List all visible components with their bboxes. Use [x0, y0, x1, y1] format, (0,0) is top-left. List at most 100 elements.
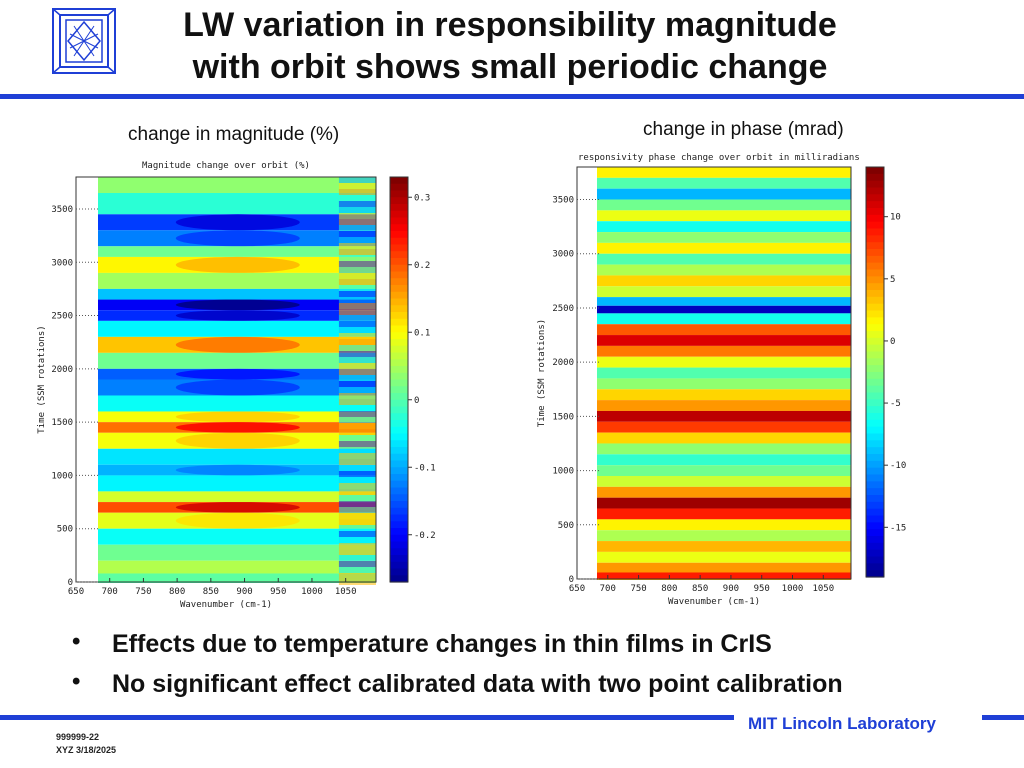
- heatmap-band: [597, 275, 851, 287]
- colorbar-segment: [390, 426, 408, 435]
- colorbar-segment: [390, 399, 408, 408]
- heatmap-band: [597, 400, 851, 411]
- heatmap-noise: [338, 543, 376, 549]
- colorbar-segment: [866, 419, 884, 428]
- y-tick-label: 3000: [51, 258, 73, 268]
- colorbar-segment: [866, 310, 884, 318]
- colorbar-frame: [865, 166, 885, 578]
- heatmap-noise: [338, 411, 376, 417]
- colorbar-tick-label: -0.1: [414, 463, 436, 473]
- heatmap-noise: [338, 429, 376, 435]
- x-tick-label: 750: [630, 584, 646, 594]
- colorbar-segment: [866, 365, 884, 373]
- colorbar-segment: [390, 231, 408, 239]
- heatmap-noise: [338, 351, 376, 357]
- colorbar-tick-label: 10: [890, 213, 901, 223]
- bullet-dot-icon: •: [72, 668, 81, 695]
- heatmap-band: [597, 264, 851, 276]
- heatmap-blob: [175, 368, 300, 380]
- colorbar-segment: [866, 324, 884, 332]
- colorbar-segment: [390, 561, 408, 570]
- heatmap-noise: [338, 303, 376, 309]
- heatmap-noise: [338, 267, 376, 273]
- colorbar-segment: [390, 285, 408, 293]
- x-tick-label: 650: [68, 587, 84, 597]
- colorbar-segment: [390, 528, 408, 536]
- colorbar-segment: [390, 568, 408, 576]
- colorbar-segment: [866, 344, 884, 353]
- colorbar-tick-label: 5: [890, 275, 895, 285]
- colorbar-segment: [866, 488, 884, 496]
- colorbar-segment: [866, 474, 884, 482]
- colorbar-segment: [866, 331, 884, 339]
- x-axis-label: Wavenumber (cm-1): [180, 600, 272, 610]
- heatmap-noise: [338, 471, 376, 477]
- heatmap-noise: [338, 525, 376, 531]
- colorbar-segment: [390, 460, 408, 468]
- colorbar-tick-label: 0: [414, 396, 419, 406]
- heatmap-noise: [338, 447, 376, 453]
- colorbar-segment: [390, 541, 408, 549]
- heatmap-noise: [338, 273, 376, 279]
- colorbar-segment: [390, 190, 408, 198]
- heatmap-blob: [175, 464, 300, 476]
- colorbar-segment: [390, 183, 408, 192]
- heatmap-blob: [175, 422, 300, 433]
- colorbar-segment: [866, 358, 884, 366]
- heatmap-band: [98, 192, 376, 215]
- heatmap-noise: [338, 453, 376, 459]
- heatmap-noise: [338, 291, 376, 297]
- heatmap-band: [597, 199, 851, 211]
- heatmap-band: [597, 313, 851, 325]
- heatmap-band: [597, 486, 851, 498]
- heatmap-noise: [338, 549, 376, 555]
- heatmap-noise: [338, 459, 376, 465]
- colorbar-segment: [866, 173, 884, 182]
- heatmap-noise: [338, 363, 376, 369]
- colorbar-segment: [866, 180, 884, 189]
- x-axis-label: Wavenumber (cm-1): [668, 597, 760, 607]
- heatmap-noise: [338, 243, 376, 249]
- colorbar-segment: [390, 298, 408, 306]
- x-tick-label: 650: [569, 584, 585, 594]
- colorbar-segment: [866, 249, 884, 257]
- y-tick-label: 2000: [552, 358, 574, 368]
- colorbar-segment: [866, 515, 884, 523]
- left-chart-title: Magnitude change over orbit (%): [142, 161, 310, 171]
- heatmap-blob: [175, 432, 300, 449]
- heatmap-band: [597, 421, 851, 433]
- colorbar-segment: [390, 379, 408, 387]
- colorbar-segment: [866, 221, 884, 230]
- heatmap-noise: [338, 375, 376, 381]
- colorbar-segment: [866, 378, 884, 387]
- heatmap-noise: [338, 477, 376, 483]
- heatmap-band: [98, 491, 376, 503]
- heatmap-noise: [338, 213, 376, 219]
- heatmap-band: [597, 562, 851, 573]
- colorbar-segment: [390, 453, 408, 462]
- colorbar-segment: [390, 487, 408, 495]
- heatmap-noise: [338, 495, 376, 501]
- colorbar-segment: [390, 433, 408, 441]
- colorbar-segment: [390, 305, 408, 313]
- colorbar-segment: [390, 420, 408, 428]
- x-tick-label: 800: [169, 587, 185, 597]
- heatmap-noise: [338, 555, 376, 561]
- heatmap-noise: [338, 483, 376, 489]
- heatmap-noise: [338, 417, 376, 423]
- colorbar-segment: [390, 413, 408, 421]
- heatmap-blob: [175, 256, 300, 273]
- colorbar-segment: [866, 351, 884, 359]
- heatmap-noise: [338, 321, 376, 327]
- colorbar-segment: [866, 481, 884, 489]
- title-divider: [0, 94, 1024, 99]
- colorbar-segment: [866, 372, 884, 380]
- heatmap-noise: [338, 207, 376, 213]
- colorbar-segment: [390, 521, 408, 529]
- y-tick-label: 0: [569, 575, 574, 585]
- bullet-text: Effects due to temperature changes in th…: [112, 630, 772, 658]
- plot-frame: [576, 166, 852, 580]
- heatmap-blob: [175, 230, 300, 247]
- heatmap-band: [597, 188, 851, 200]
- y-tick-label: 0: [68, 578, 73, 588]
